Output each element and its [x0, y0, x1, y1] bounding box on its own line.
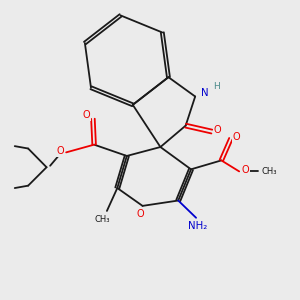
Text: N: N: [201, 88, 208, 98]
Text: CH₃: CH₃: [95, 215, 110, 224]
Text: O: O: [241, 165, 249, 175]
Text: O: O: [214, 125, 222, 135]
Text: O: O: [82, 110, 90, 120]
Text: O: O: [56, 146, 64, 156]
Text: H: H: [214, 82, 220, 91]
Text: O: O: [136, 209, 144, 219]
Text: CH₃: CH₃: [261, 167, 277, 176]
Text: NH₂: NH₂: [188, 221, 207, 231]
Text: O: O: [233, 132, 241, 142]
